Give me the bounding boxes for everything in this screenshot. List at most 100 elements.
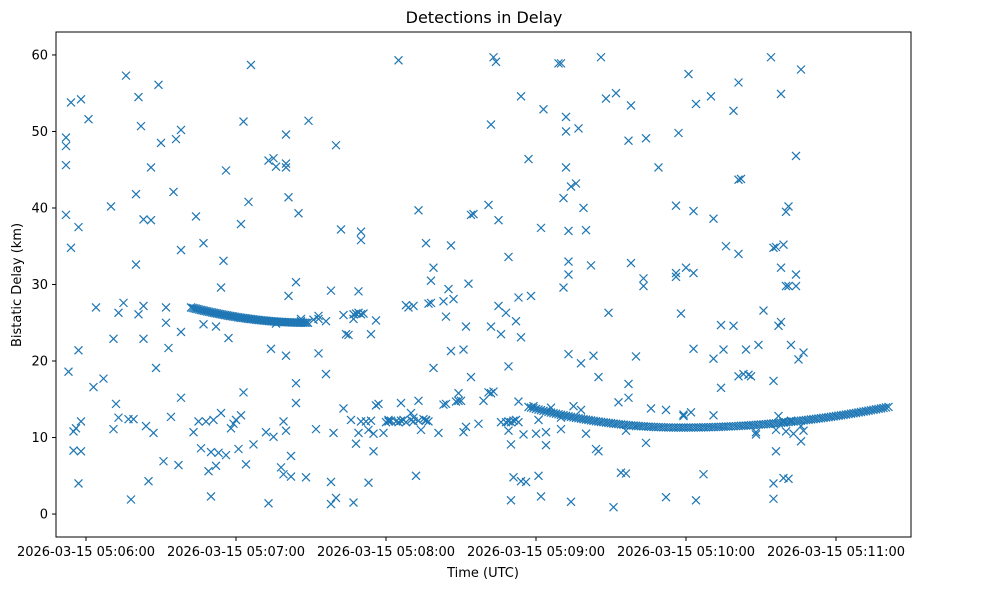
- detection-point: [236, 219, 246, 229]
- x-tick-label: 2026-03-15 05:06:00: [17, 545, 155, 560]
- detection-point: [699, 469, 708, 479]
- detection-point: [441, 312, 451, 322]
- detection-point: [61, 210, 71, 220]
- detection-point: [356, 309, 366, 319]
- detection-point: [514, 293, 523, 302]
- detection-point: [266, 344, 276, 354]
- detection-point: [486, 388, 496, 398]
- detection-point: [271, 162, 281, 172]
- detection-point: [516, 332, 526, 342]
- detection-point: [766, 52, 776, 62]
- detection-point: [356, 235, 366, 245]
- detection-point: [369, 429, 378, 439]
- detection-point: [329, 428, 338, 438]
- detection-point: [796, 436, 806, 446]
- detection-point: [511, 316, 521, 326]
- x-tick-label: 2026-03-15 05:09:00: [467, 545, 605, 560]
- detection-point-target-track-2: [539, 406, 548, 416]
- detection-point-target-track-1: [301, 318, 311, 328]
- detection-point: [339, 310, 348, 320]
- detection-point: [331, 140, 341, 150]
- detection-point: [291, 398, 301, 408]
- detection-point: [689, 206, 698, 216]
- detection-point: [216, 408, 226, 418]
- detection-point: [314, 311, 323, 321]
- detection-point: [346, 415, 356, 425]
- detection-point: [429, 363, 438, 373]
- detection-point: [404, 303, 413, 312]
- detection-point: [71, 423, 81, 433]
- detection-point: [799, 348, 808, 358]
- detection-point: [776, 89, 786, 99]
- detection-point: [784, 202, 793, 211]
- x-axis-ticks: 2026-03-15 05:06:00 2026-03-15 05:07:00 20…: [17, 537, 905, 560]
- detection-point: [136, 121, 146, 131]
- detection-point: [239, 387, 248, 397]
- detection-point: [66, 243, 76, 253]
- detection-point: [486, 322, 496, 332]
- detection-point: [604, 308, 613, 318]
- detection-point: [69, 446, 78, 455]
- detection-point: [576, 405, 586, 415]
- detection-point: [774, 321, 783, 331]
- detection-point: [559, 193, 568, 203]
- detection-point: [364, 425, 373, 435]
- detection-point: [109, 424, 118, 434]
- detection-point: [461, 422, 471, 432]
- detection-point: [504, 361, 513, 371]
- detection-point-target-track-2: [884, 402, 893, 412]
- detection-point: [571, 179, 581, 188]
- detection-point: [564, 349, 573, 359]
- detection-point: [131, 189, 141, 199]
- detection-point: [176, 327, 186, 337]
- detection-point: [689, 268, 698, 278]
- detection-point: [506, 439, 516, 449]
- detection-point: [556, 413, 566, 423]
- detection-point: [74, 222, 83, 232]
- detection-point: [196, 443, 206, 453]
- detection-point: [91, 303, 101, 312]
- detection-point: [454, 388, 463, 398]
- detection-point: [526, 291, 536, 301]
- y-tick-label: 0: [40, 508, 48, 523]
- detection-point: [159, 456, 168, 466]
- detection-point: [354, 428, 363, 438]
- detection-point: [241, 459, 251, 469]
- y-axis-label: Bistatic Delay (km): [10, 223, 25, 347]
- detection-point: [536, 492, 546, 501]
- detection-point: [531, 429, 541, 439]
- detection-point: [296, 316, 306, 326]
- detection-point: [139, 334, 148, 344]
- detection-point: [134, 309, 143, 319]
- detection-point: [781, 207, 791, 217]
- detection-point: [491, 57, 501, 67]
- detection-point: [336, 224, 346, 234]
- detection-point: [76, 94, 86, 104]
- detection-point: [354, 286, 363, 296]
- detection-point: [74, 479, 83, 488]
- detection-point: [156, 138, 166, 148]
- detection-point: [446, 346, 456, 356]
- y-axis-ticks: 0 10 20 30 40 50 60: [31, 48, 56, 523]
- detection-point: [349, 314, 358, 324]
- detection-point: [546, 403, 556, 413]
- detection-point: [439, 296, 448, 306]
- chart-title: Detections in Delay: [406, 8, 563, 27]
- detection-point: [221, 450, 231, 460]
- detection-point: [416, 425, 426, 435]
- detection-point: [516, 91, 526, 101]
- detection-point: [679, 411, 688, 421]
- detection-point: [384, 415, 393, 425]
- detection-point: [146, 163, 156, 172]
- detection-point: [736, 174, 746, 184]
- detection-point: [566, 497, 576, 507]
- detection-point: [631, 421, 641, 431]
- detection-point: [624, 393, 633, 403]
- detection-point: [209, 415, 218, 425]
- detection-point: [296, 314, 306, 324]
- detection-point: [291, 378, 301, 388]
- detection-point: [61, 141, 71, 151]
- detection-point: [291, 277, 301, 287]
- detection-point: [409, 413, 418, 423]
- detection-point: [684, 69, 693, 79]
